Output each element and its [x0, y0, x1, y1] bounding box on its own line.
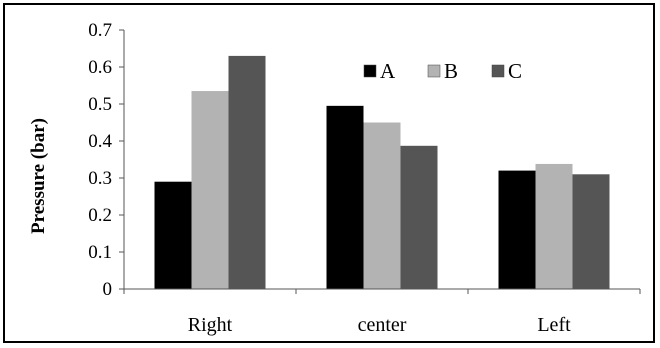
y-tick-label: 0.5: [88, 94, 112, 115]
bar-A-center: [326, 105, 364, 289]
x-category-label: center: [358, 314, 407, 336]
legend-swatch-C: [491, 64, 505, 78]
y-tick-label: 0: [103, 279, 113, 300]
y-tick-label: 0.3: [88, 168, 112, 189]
y-tick-label: 0.2: [88, 205, 112, 226]
bar-A-Right: [154, 181, 192, 289]
y-tick-label: 0.1: [88, 242, 112, 263]
bar-C-Left: [572, 174, 610, 289]
legend-label-B: B: [444, 59, 458, 83]
bar-B-center: [363, 122, 401, 289]
bar-C-Right: [228, 55, 266, 290]
y-tick-label: 0.6: [88, 57, 112, 78]
legend-swatch-A: [363, 64, 377, 78]
legend-swatch-B: [427, 64, 441, 78]
y-axis-label: Pressure (bar): [28, 118, 49, 234]
bar-B-Left: [535, 163, 573, 289]
bar-A-Left: [498, 170, 536, 289]
y-tick-label: 0.4: [88, 131, 112, 152]
legend-label-C: C: [508, 59, 522, 83]
y-tick-label: 0.7: [88, 20, 112, 41]
bar-C-center: [400, 145, 438, 289]
x-category-label: Right: [188, 314, 233, 336]
bar-B-Right: [191, 91, 229, 289]
legend-label-A: A: [380, 59, 396, 83]
x-category-label: Left: [537, 314, 571, 336]
